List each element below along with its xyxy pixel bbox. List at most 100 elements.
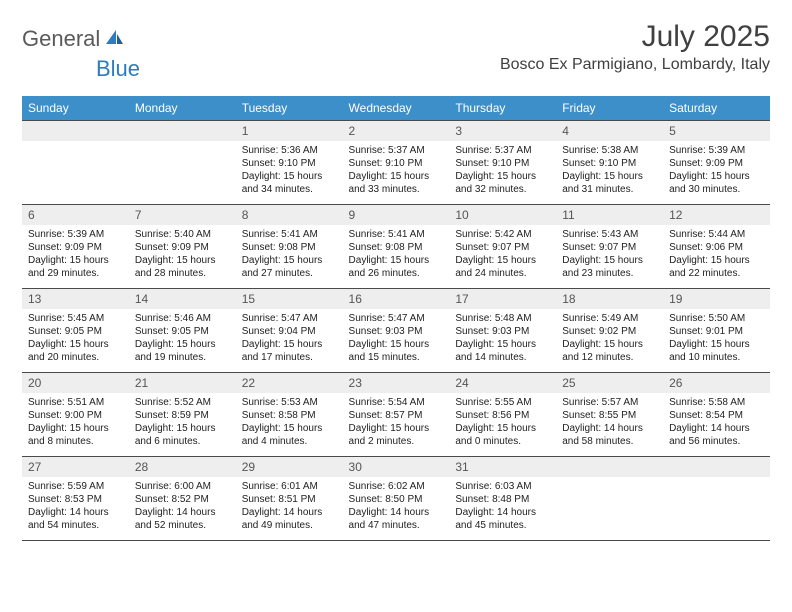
day-cell — [22, 121, 129, 205]
sunrise-text: Sunrise: 5:37 AM — [455, 144, 550, 157]
day-cell: 21Sunrise: 5:52 AMSunset: 8:59 PMDayligh… — [129, 373, 236, 457]
day-body — [22, 141, 129, 165]
day-cell: 31Sunrise: 6:03 AMSunset: 8:48 PMDayligh… — [449, 457, 556, 541]
week-row: 27Sunrise: 5:59 AMSunset: 8:53 PMDayligh… — [22, 457, 770, 541]
daylight-text: Daylight: 15 hours and 12 minutes. — [562, 338, 657, 364]
day-cell: 12Sunrise: 5:44 AMSunset: 9:06 PMDayligh… — [663, 205, 770, 289]
day-cell: 5Sunrise: 5:39 AMSunset: 9:09 PMDaylight… — [663, 121, 770, 205]
day-cell: 28Sunrise: 6:00 AMSunset: 8:52 PMDayligh… — [129, 457, 236, 541]
sunset-text: Sunset: 8:55 PM — [562, 409, 657, 422]
day-cell: 23Sunrise: 5:54 AMSunset: 8:57 PMDayligh… — [343, 373, 450, 457]
day-body: Sunrise: 5:47 AMSunset: 9:04 PMDaylight:… — [236, 309, 343, 372]
day-body: Sunrise: 5:54 AMSunset: 8:57 PMDaylight:… — [343, 393, 450, 456]
sunrise-text: Sunrise: 6:03 AM — [455, 480, 550, 493]
sunrise-text: Sunrise: 5:47 AM — [242, 312, 337, 325]
title-block: July 2025 Bosco Ex Parmigiano, Lombardy,… — [500, 20, 770, 74]
sunrise-text: Sunrise: 5:50 AM — [669, 312, 764, 325]
sunset-text: Sunset: 9:01 PM — [669, 325, 764, 338]
day-number: 22 — [236, 373, 343, 393]
day-number: 28 — [129, 457, 236, 477]
daylight-text: Daylight: 14 hours and 49 minutes. — [242, 506, 337, 532]
sunrise-text: Sunrise: 5:59 AM — [28, 480, 123, 493]
daylight-text: Daylight: 15 hours and 20 minutes. — [28, 338, 123, 364]
daylight-text: Daylight: 15 hours and 8 minutes. — [28, 422, 123, 448]
day-number: 12 — [663, 205, 770, 225]
sunset-text: Sunset: 9:02 PM — [562, 325, 657, 338]
day-body: Sunrise: 5:38 AMSunset: 9:10 PMDaylight:… — [556, 141, 663, 204]
day-number: 8 — [236, 205, 343, 225]
day-number — [556, 457, 663, 477]
daylight-text: Daylight: 14 hours and 56 minutes. — [669, 422, 764, 448]
day-cell: 16Sunrise: 5:47 AMSunset: 9:03 PMDayligh… — [343, 289, 450, 373]
sunset-text: Sunset: 8:53 PM — [28, 493, 123, 506]
day-header: Monday — [129, 96, 236, 121]
day-number — [22, 121, 129, 141]
day-body: Sunrise: 5:52 AMSunset: 8:59 PMDaylight:… — [129, 393, 236, 456]
daylight-text: Daylight: 15 hours and 30 minutes. — [669, 170, 764, 196]
day-body: Sunrise: 5:43 AMSunset: 9:07 PMDaylight:… — [556, 225, 663, 288]
day-cell: 18 Sunrise: 5:49 AMSunset: 9:02 PMDayligh… — [556, 289, 663, 373]
sunset-text: Sunset: 9:08 PM — [242, 241, 337, 254]
daylight-text: Daylight: 15 hours and 22 minutes. — [669, 254, 764, 280]
sunrise-text: Sunrise: 5:39 AM — [28, 228, 123, 241]
day-number: 16 — [343, 289, 450, 309]
day-number: 13 — [22, 289, 129, 309]
daylight-text: Daylight: 14 hours and 47 minutes. — [349, 506, 444, 532]
day-number: 18 — [556, 289, 663, 309]
sunrise-text: Sunrise: 5:41 AM — [349, 228, 444, 241]
sunset-text: Sunset: 9:05 PM — [135, 325, 230, 338]
daylight-text: Daylight: 14 hours and 45 minutes. — [455, 506, 550, 532]
day-header-row: Sunday Monday Tuesday Wednesday Thursday… — [22, 96, 770, 121]
sunrise-text: Sunrise: 5:52 AM — [135, 396, 230, 409]
day-body: Sunrise: 5:59 AMSunset: 8:53 PMDaylight:… — [22, 477, 129, 540]
day-number: 3 — [449, 121, 556, 141]
daylight-text: Daylight: 15 hours and 27 minutes. — [242, 254, 337, 280]
daylight-text: Daylight: 15 hours and 28 minutes. — [135, 254, 230, 280]
daylight-text: Daylight: 15 hours and 32 minutes. — [455, 170, 550, 196]
daylight-text: Daylight: 15 hours and 26 minutes. — [349, 254, 444, 280]
location: Bosco Ex Parmigiano, Lombardy, Italy — [500, 56, 770, 74]
day-body: Sunrise: 5:51 AMSunset: 9:00 PMDaylight:… — [22, 393, 129, 456]
sunset-text: Sunset: 8:48 PM — [455, 493, 550, 506]
day-cell: 3Sunrise: 5:37 AMSunset: 9:10 PMDaylight… — [449, 121, 556, 205]
day-number: 21 — [129, 373, 236, 393]
sunset-text: Sunset: 9:09 PM — [135, 241, 230, 254]
sunrise-text: Sunrise: 5:44 AM — [669, 228, 764, 241]
day-cell: 24Sunrise: 5:55 AMSunset: 8:56 PMDayligh… — [449, 373, 556, 457]
daylight-text: Daylight: 15 hours and 14 minutes. — [455, 338, 550, 364]
day-number: 17 — [449, 289, 556, 309]
sunrise-text: Sunrise: 5:46 AM — [135, 312, 230, 325]
sunset-text: Sunset: 8:58 PM — [242, 409, 337, 422]
daylight-text: Daylight: 14 hours and 54 minutes. — [28, 506, 123, 532]
day-number — [129, 121, 236, 141]
day-header: Wednesday — [343, 96, 450, 121]
sunset-text: Sunset: 9:07 PM — [455, 241, 550, 254]
logo-blue: Blue — [96, 56, 140, 81]
day-cell: 1Sunrise: 5:36 AMSunset: 9:10 PMDaylight… — [236, 121, 343, 205]
day-cell: 27Sunrise: 5:59 AMSunset: 8:53 PMDayligh… — [22, 457, 129, 541]
sunset-text: Sunset: 9:10 PM — [242, 157, 337, 170]
daylight-text: Daylight: 15 hours and 33 minutes. — [349, 170, 444, 196]
sunset-text: Sunset: 8:59 PM — [135, 409, 230, 422]
sunrise-text: Sunrise: 5:40 AM — [135, 228, 230, 241]
sunrise-text: Sunrise: 5:49 AM — [562, 312, 657, 325]
sunset-text: Sunset: 9:05 PM — [28, 325, 123, 338]
daylight-text: Daylight: 14 hours and 58 minutes. — [562, 422, 657, 448]
sunrise-text: Sunrise: 5:57 AM — [562, 396, 657, 409]
daylight-text: Daylight: 15 hours and 4 minutes. — [242, 422, 337, 448]
day-cell: 15Sunrise: 5:47 AMSunset: 9:04 PMDayligh… — [236, 289, 343, 373]
day-body: Sunrise: 6:03 AMSunset: 8:48 PMDaylight:… — [449, 477, 556, 540]
day-cell — [129, 121, 236, 205]
sunset-text: Sunset: 9:00 PM — [28, 409, 123, 422]
sunset-text: Sunset: 8:50 PM — [349, 493, 444, 506]
day-body: Sunrise: 5:53 AMSunset: 8:58 PMDaylight:… — [236, 393, 343, 456]
day-body: Sunrise: 5:45 AMSunset: 9:05 PMDaylight:… — [22, 309, 129, 372]
sunrise-text: Sunrise: 6:01 AM — [242, 480, 337, 493]
day-number: 29 — [236, 457, 343, 477]
sunrise-text: Sunrise: 5:53 AM — [242, 396, 337, 409]
day-cell: 30Sunrise: 6:02 AMSunset: 8:50 PMDayligh… — [343, 457, 450, 541]
daylight-text: Daylight: 15 hours and 17 minutes. — [242, 338, 337, 364]
sunset-text: Sunset: 9:03 PM — [455, 325, 550, 338]
day-number: 14 — [129, 289, 236, 309]
day-body: Sunrise: 5:37 AMSunset: 9:10 PMDaylight:… — [449, 141, 556, 204]
